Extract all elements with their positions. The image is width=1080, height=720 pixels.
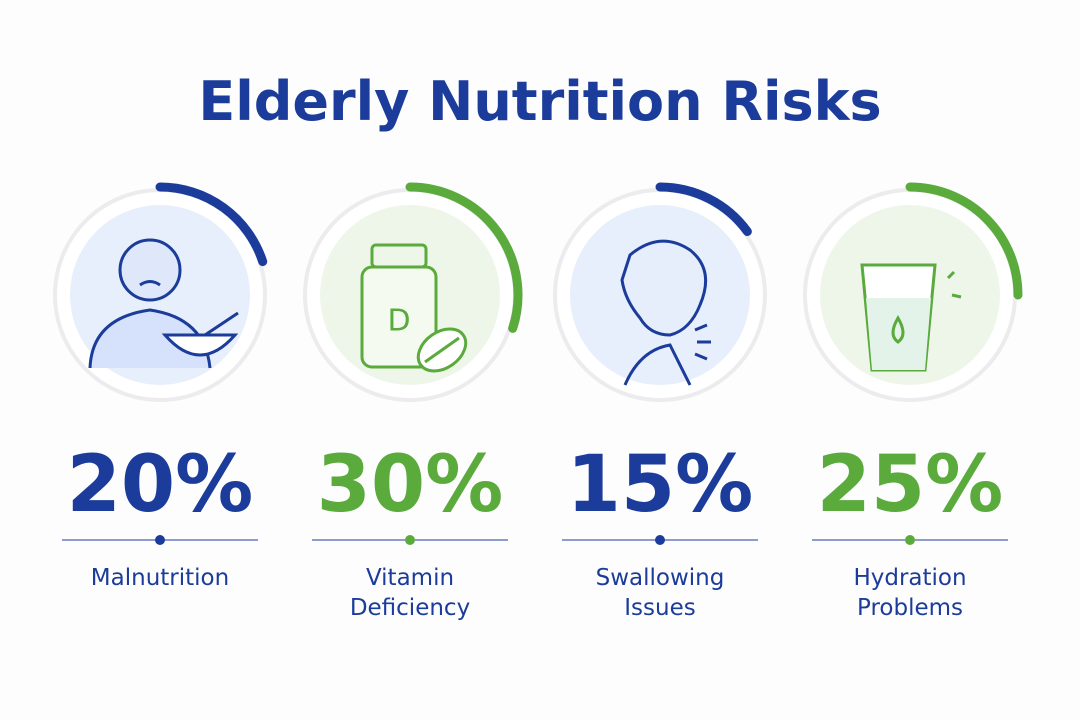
icon-vitamin <box>360 243 468 373</box>
percent-value: 20% <box>66 440 254 530</box>
percent-value: 15% <box>566 440 754 530</box>
divider-dot <box>655 535 665 545</box>
icon-swallowing <box>620 239 711 386</box>
icon-text: D <box>387 304 410 339</box>
risk-label: Vitamin Deficiency <box>349 565 471 621</box>
progress-arc <box>405 182 523 333</box>
icon-malnutrition <box>88 238 239 369</box>
divider-dot <box>405 535 415 545</box>
progress-arc <box>905 182 1023 300</box>
title: Elderly Nutrition Risks <box>198 70 882 133</box>
risk-label: Hydration Problems <box>853 565 967 621</box>
percent-value: 25% <box>816 440 1004 530</box>
risk-label: Malnutrition <box>90 565 230 591</box>
icon-hydration <box>860 263 962 372</box>
divider-dot <box>155 535 165 545</box>
progress-arc <box>155 182 268 267</box>
percent-value: 30% <box>316 440 504 530</box>
risk-label: Swallowing Issues <box>595 565 725 621</box>
divider-dot <box>905 535 915 545</box>
progress-arc <box>655 182 752 237</box>
